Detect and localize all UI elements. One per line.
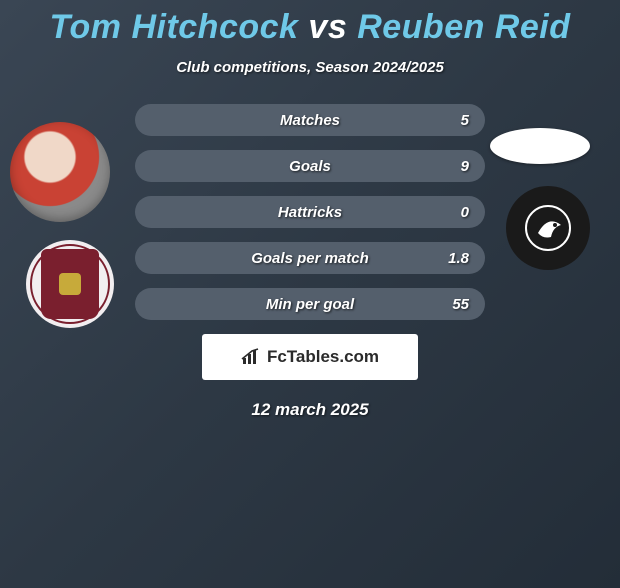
- player2-club-badge: [506, 186, 590, 270]
- stat-value: 5: [461, 112, 469, 129]
- stat-value: 0: [461, 204, 469, 221]
- stat-value: 1.8: [448, 250, 469, 267]
- stat-label: Min per goal: [266, 296, 354, 313]
- player2-name: Reuben Reid: [357, 8, 570, 46]
- stat-row: Goals 9: [135, 150, 485, 182]
- chart-icon: [241, 348, 261, 366]
- stats-panel: Matches 5 Goals 9 Hattricks 0 Goals per …: [135, 104, 485, 320]
- subtitle: Club competitions, Season 2024/2025: [0, 59, 620, 76]
- snapshot-date: 12 march 2025: [0, 400, 620, 420]
- player2-avatar: [490, 128, 590, 164]
- brand-text: FcTables.com: [267, 347, 379, 367]
- vs-label: vs: [308, 8, 347, 46]
- stat-value: 9: [461, 158, 469, 175]
- player1-name: Tom Hitchcock: [50, 8, 299, 46]
- brand-badge: FcTables.com: [202, 334, 418, 380]
- player1-avatar: [10, 122, 110, 222]
- stat-label: Matches: [280, 112, 340, 129]
- stat-row: Min per goal 55: [135, 288, 485, 320]
- stat-row: Hattricks 0: [135, 196, 485, 228]
- stat-label: Goals: [289, 158, 331, 175]
- stat-value: 55: [452, 296, 469, 313]
- stat-label: Hattricks: [278, 204, 342, 221]
- stat-row: Matches 5: [135, 104, 485, 136]
- comparison-title: Tom Hitchcock vs Reuben Reid: [0, 8, 620, 47]
- stat-row: Goals per match 1.8: [135, 242, 485, 274]
- stat-label: Goals per match: [251, 250, 369, 267]
- player1-club-badge: [26, 240, 114, 328]
